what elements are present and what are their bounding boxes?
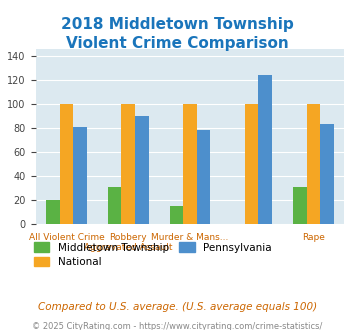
- Bar: [60, 104, 73, 224]
- Text: Aggravated Assault: Aggravated Assault: [84, 243, 173, 251]
- Bar: [258, 75, 272, 224]
- Bar: [73, 127, 87, 224]
- Text: Rape: Rape: [302, 233, 325, 242]
- Bar: [183, 104, 197, 224]
- Text: Compared to U.S. average. (U.S. average equals 100): Compared to U.S. average. (U.S. average …: [38, 302, 317, 312]
- Text: 2018 Middletown Township: 2018 Middletown Township: [61, 16, 294, 31]
- Bar: [135, 116, 148, 224]
- Bar: [46, 200, 60, 224]
- Legend: Middletown Township, National, Pennsylvania: Middletown Township, National, Pennsylva…: [34, 243, 272, 267]
- Text: Murder & Mans...: Murder & Mans...: [151, 233, 229, 242]
- Bar: [108, 187, 121, 224]
- Text: Violent Crime Comparison: Violent Crime Comparison: [66, 36, 289, 51]
- Bar: [320, 124, 334, 224]
- Text: Robbery: Robbery: [109, 233, 147, 242]
- Text: All Violent Crime: All Violent Crime: [28, 233, 104, 242]
- Bar: [170, 206, 183, 224]
- Bar: [197, 130, 210, 224]
- Bar: [121, 104, 135, 224]
- Bar: [293, 187, 307, 224]
- Bar: [307, 104, 320, 224]
- Bar: [245, 104, 258, 224]
- Text: © 2025 CityRating.com - https://www.cityrating.com/crime-statistics/: © 2025 CityRating.com - https://www.city…: [32, 322, 323, 330]
